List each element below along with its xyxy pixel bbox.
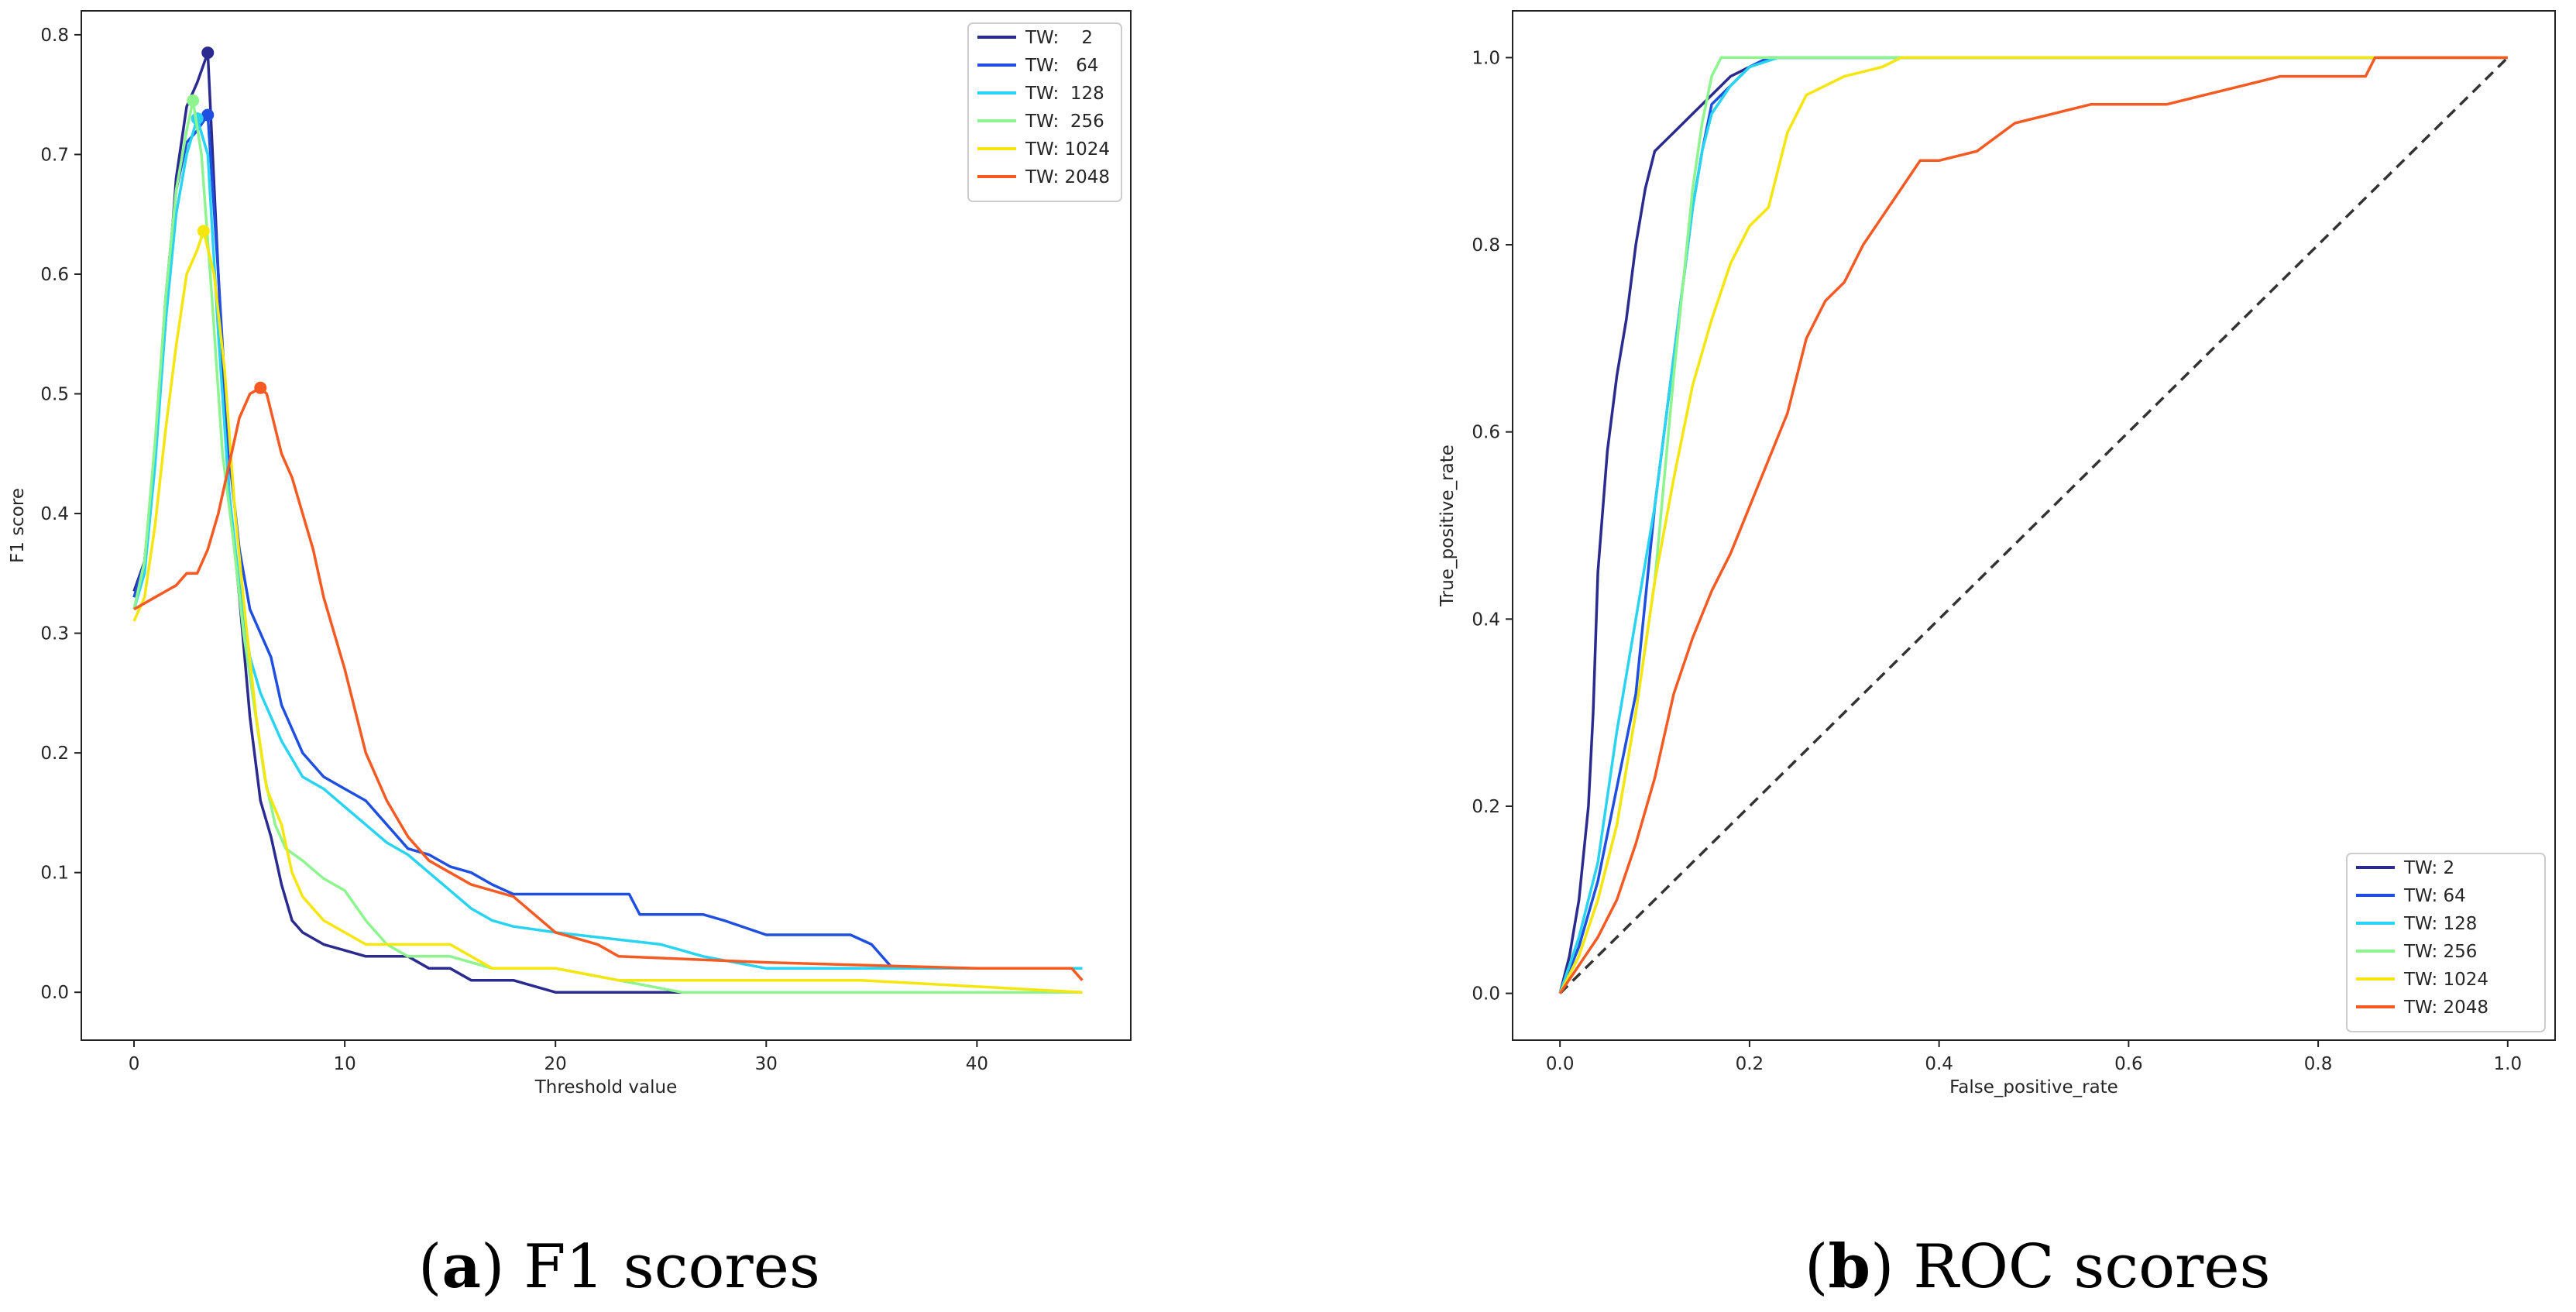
f1-legend-label: TW: 128 <box>1025 84 1104 104</box>
roc-x-tick-label: 1.0 <box>2494 1054 2523 1074</box>
roc-legend-label: TW: 2 <box>2403 858 2454 878</box>
f1-legend <box>967 22 1122 202</box>
f1-y-tick-label: 0.0 <box>40 983 69 1003</box>
f1-y-tick-label: 0.3 <box>40 624 69 644</box>
roc-x-tick-label: 0.2 <box>1736 1054 1764 1074</box>
f1-x-axis-label: Threshold value <box>534 1077 677 1097</box>
f1-legend-label: TW: 64 <box>1025 56 1098 76</box>
f1-peak-marker-tw-2 <box>201 46 215 60</box>
f1-y-tick-label: 0.4 <box>40 504 69 524</box>
roc-x-tick-label: 0.6 <box>2114 1054 2143 1074</box>
caption-a: (a) F1 scores <box>418 1231 820 1302</box>
f1-legend-label: TW: 2 <box>1025 28 1093 48</box>
roc-x-tick-label: 0.4 <box>1925 1054 1953 1074</box>
roc-y-tick-label: 0.0 <box>1472 984 1500 1005</box>
f1-x-tick-label: 0 <box>129 1054 140 1074</box>
f1-y-tick-label: 0.5 <box>40 385 69 405</box>
f1-peak-marker-tw-2048 <box>254 381 267 394</box>
f1-y-axis-label: F1 score <box>8 488 28 563</box>
roc-y-tick-label: 0.6 <box>1472 423 1500 443</box>
roc-y-tick-label: 0.8 <box>1472 235 1500 256</box>
roc-x-tick-label: 0.8 <box>2304 1054 2333 1074</box>
f1-chart-panel: 0 10 20 30 40 0.0 0.1 0.2 0.3 0.4 0.5 0.6 0.7 0.8 Thre… <box>8 10 1132 1097</box>
f1-peak-marker-tw-256 <box>187 94 200 107</box>
roc-y-tick-label: 0.2 <box>1472 797 1500 817</box>
f1-plot-area <box>81 10 1132 1041</box>
roc-chart-panel: 0.0 0.2 0.4 0.6 0.8 1.0 0.0 0.2 0.4 0.6 0.8 1.0 Fals… <box>1437 10 2556 1097</box>
f1-series-tw-1024 <box>132 229 1083 994</box>
roc-x-tick-label: 0.0 <box>1546 1054 1575 1074</box>
f1-x-tick-label: 40 <box>966 1054 988 1074</box>
roc-legend-label: TW: 64 <box>2403 886 2466 906</box>
f1-series-tw-2048 <box>133 386 1084 981</box>
roc-legend-label: TW: 2048 <box>2403 998 2488 1018</box>
roc-legend <box>2346 853 2546 1032</box>
f1-legend-label: TW: 2048 <box>1025 167 1110 187</box>
f1-peak-marker-tw-64 <box>201 108 215 122</box>
f1-y-tick-label: 0.1 <box>40 864 69 884</box>
f1-legend-label: TW: 256 <box>1025 112 1104 132</box>
f1-x-tick-label: 10 <box>333 1054 355 1074</box>
roc-x-axis-label: False_positive_rate <box>1949 1077 2118 1097</box>
f1-x-tick-label: 30 <box>755 1054 778 1074</box>
roc-legend-label: TW: 1024 <box>2403 970 2488 990</box>
roc-y-axis-label: True_positive_rate <box>1437 445 1458 607</box>
f1-peak-marker-tw-1024 <box>197 225 210 238</box>
roc-y-tick-label: 1.0 <box>1472 48 1500 68</box>
roc-legend-label: TW: 256 <box>2403 942 2477 962</box>
roc-series-tw-2048 <box>1558 56 2508 994</box>
f1-series-tw-64 <box>132 113 1083 970</box>
f1-y-tick-label: 0.8 <box>40 26 69 46</box>
f1-y-tick-label: 0.6 <box>40 265 69 285</box>
f1-y-tick-label: 0.7 <box>40 145 69 165</box>
f1-y-tick-label: 0.2 <box>40 744 69 764</box>
caption-b: (b) ROC scores <box>1805 1231 2271 1302</box>
roc-series-tw-1024 <box>1558 56 2508 994</box>
f1-x-tick-label: 20 <box>544 1054 567 1074</box>
roc-y-tick-label: 0.4 <box>1472 610 1500 630</box>
roc-chance-diagonal <box>1558 57 2509 994</box>
roc-legend-label: TW: 128 <box>2403 914 2477 934</box>
f1-legend-label: TW: 1024 <box>1025 139 1110 160</box>
